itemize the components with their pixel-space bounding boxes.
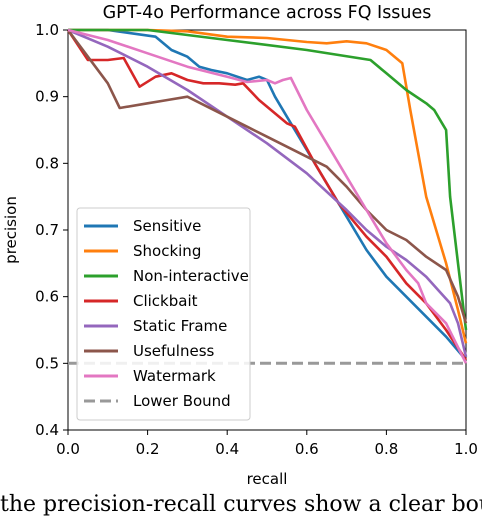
x-axis-label: recall <box>247 470 288 488</box>
legend-label-usefulness: Usefulness <box>133 342 215 360</box>
y-axis-label: precision <box>2 196 20 264</box>
legend-label-non-interactive: Non-interactive <box>133 267 249 285</box>
x-tick-label: 1.0 <box>454 440 478 458</box>
series-line-non-interactive <box>68 28 468 331</box>
series-line-clickbait <box>66 29 468 361</box>
y-tick-label: 0.4 <box>35 421 59 439</box>
chart-title: GPT-4o Performance across FQ Issues <box>103 3 432 23</box>
legend-box <box>76 207 251 421</box>
legend-label-shocking: Shocking <box>133 242 201 260</box>
x-tick-label: 0.0 <box>56 440 80 458</box>
series-line-sensitive <box>68 28 467 361</box>
series-line-shocking <box>68 28 468 344</box>
y-tick-label: 0.7 <box>35 221 59 239</box>
chart: GPT-4o Performance across FQ Issues 0.0 0… <box>2 3 478 488</box>
x-axis-ticks: 0.0 0.2 0.4 0.6 0.8 1.0 <box>56 430 478 458</box>
y-tick-label: 0.9 <box>35 88 59 106</box>
y-axis-ticks: 0.4 0.5 0.6 0.7 0.8 0.9 1.0 <box>35 21 68 439</box>
series-line-watermark <box>67 28 468 364</box>
legend-label-sensitive: Sensitive <box>133 217 201 235</box>
legend-label-clickbait: Clickbait <box>133 292 198 310</box>
x-tick-label: 0.6 <box>295 440 319 458</box>
y-tick-label: 0.5 <box>35 354 59 372</box>
y-tick-label: 0.8 <box>35 154 59 172</box>
series-line-static-frame <box>67 28 468 358</box>
x-tick-label: 0.4 <box>215 440 239 458</box>
legend-label-lower-bound: Lower Bound <box>133 392 231 410</box>
series-line-usefulness <box>66 29 468 324</box>
x-tick-label: 0.8 <box>374 440 398 458</box>
y-tick-label: 0.6 <box>35 288 59 306</box>
legend-label-static-frame: Static Frame <box>133 317 227 335</box>
series-layer <box>66 28 468 365</box>
caption-text: the precision-recall curves show a clear… <box>0 492 482 517</box>
x-tick-label: 0.2 <box>136 440 160 458</box>
legend-label-watermark: Watermark <box>133 367 216 385</box>
legend: Sensitive Shocking Non-interactive Clickbai… <box>76 207 251 421</box>
y-tick-label: 1.0 <box>35 21 59 39</box>
legend-items: Sensitive Shocking Non-interactive Clickbai… <box>84 217 249 410</box>
